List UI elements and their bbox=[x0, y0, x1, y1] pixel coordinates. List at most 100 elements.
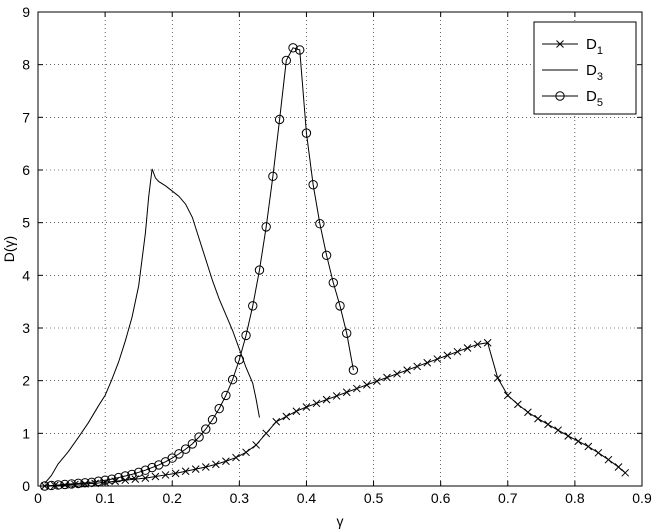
series-d1-point bbox=[574, 437, 583, 446]
series-d5-point bbox=[73, 478, 83, 489]
series-d5-point bbox=[274, 114, 285, 125]
legend: D1 D3 D5 bbox=[533, 21, 637, 115]
series-d1-point bbox=[544, 420, 552, 429]
series-d1-point bbox=[171, 469, 180, 478]
series-d5 bbox=[40, 43, 359, 491]
series-d1-point bbox=[604, 455, 613, 464]
series-d1-point bbox=[423, 358, 432, 367]
y-tick-label: 8 bbox=[22, 57, 30, 73]
series-d1-point bbox=[534, 414, 542, 423]
series-d1-point bbox=[181, 467, 190, 476]
series-d5-point bbox=[147, 462, 157, 473]
series-d5-point bbox=[86, 477, 97, 488]
y-tick-label: 7 bbox=[22, 109, 30, 125]
series-d1-point bbox=[242, 448, 250, 457]
legend-marker bbox=[556, 40, 564, 48]
series-d5-point bbox=[261, 222, 271, 232]
series-d5-point bbox=[66, 479, 77, 489]
series-d5-point bbox=[241, 330, 251, 341]
x-tick-label: 0.3 bbox=[230, 490, 250, 506]
series-d1-point bbox=[322, 395, 331, 404]
series-layer bbox=[40, 43, 630, 491]
series-d5-point bbox=[254, 265, 265, 275]
series-d1-point bbox=[282, 412, 291, 421]
series-d1-point bbox=[564, 432, 573, 440]
series-d5-point bbox=[180, 444, 191, 454]
series-d5-point bbox=[60, 479, 70, 490]
y-tick-label: 5 bbox=[22, 215, 30, 231]
series-d5-point bbox=[248, 301, 258, 311]
series-d5-point bbox=[227, 374, 238, 385]
x-tick-label: 0.5 bbox=[364, 490, 384, 506]
y-tick-label: 1 bbox=[22, 425, 30, 441]
legend-entry-d3: D3 bbox=[542, 62, 603, 83]
series-d5-point bbox=[201, 424, 211, 434]
x-tick-label: 0.1 bbox=[95, 490, 115, 506]
series-d5-point bbox=[234, 354, 245, 365]
series-d1-point bbox=[621, 468, 630, 477]
series-d1-point bbox=[614, 463, 623, 471]
series-d1-point bbox=[262, 429, 271, 438]
series-d1-point bbox=[302, 403, 311, 411]
legend-entry-d1: D1 bbox=[542, 36, 603, 57]
series-d1-point bbox=[272, 417, 281, 426]
series-d5-point bbox=[268, 171, 278, 182]
series-d5-point bbox=[113, 472, 124, 483]
x-tick-label: 0.6 bbox=[431, 490, 451, 506]
series-d5-point bbox=[207, 414, 218, 425]
series-d1-point bbox=[292, 407, 301, 416]
series-d1-point bbox=[332, 392, 341, 400]
series-d5-point bbox=[342, 328, 352, 338]
series-d1-point bbox=[483, 338, 492, 347]
series-d5-point bbox=[348, 365, 359, 375]
series-d5-point bbox=[315, 219, 325, 229]
series-d5-point bbox=[80, 478, 90, 488]
series-d5-point bbox=[288, 43, 298, 53]
series-d1-point bbox=[191, 465, 200, 474]
series-d5-point bbox=[46, 480, 57, 491]
series-d1-point bbox=[71, 480, 79, 489]
series-d1-point bbox=[232, 453, 240, 462]
series-d1-point bbox=[554, 426, 562, 435]
series-d1-point bbox=[493, 374, 502, 382]
series-d5-point bbox=[301, 128, 312, 138]
series-d5-point bbox=[214, 403, 224, 414]
legend-label: D1 bbox=[586, 36, 603, 57]
series-d5-point bbox=[93, 476, 104, 486]
y-tick-label: 4 bbox=[22, 267, 30, 283]
series-d5-point bbox=[221, 390, 231, 401]
series-d3 bbox=[44, 168, 260, 484]
series-d1-point bbox=[524, 408, 532, 417]
series-d5-point bbox=[127, 469, 137, 480]
series-d1-point bbox=[342, 388, 351, 397]
series-d5-point bbox=[133, 467, 144, 478]
x-tick-label: 0 bbox=[34, 490, 42, 506]
series-d1-point bbox=[413, 362, 422, 371]
series-d5-point bbox=[321, 250, 332, 261]
y-tick-label: 3 bbox=[22, 320, 30, 336]
series-d5-point bbox=[120, 471, 130, 481]
legend-entry-d5: D5 bbox=[542, 88, 603, 109]
series-d5-point bbox=[187, 439, 198, 449]
grid bbox=[38, 12, 642, 486]
series-d1-point bbox=[393, 369, 401, 378]
series-d5-point bbox=[140, 465, 151, 475]
series-d1-point bbox=[453, 347, 462, 356]
series-d1-point bbox=[312, 399, 321, 408]
series-d1-point bbox=[373, 377, 381, 386]
y-tick-label: 6 bbox=[22, 162, 30, 178]
series-d1-point bbox=[513, 400, 522, 409]
x-tick-label: 0.7 bbox=[498, 490, 518, 506]
series-d3-line bbox=[44, 168, 260, 484]
series-d1-point bbox=[352, 384, 361, 393]
series-d1-point bbox=[362, 381, 371, 389]
series-d5-point bbox=[335, 301, 345, 311]
series-d5-point bbox=[167, 453, 177, 463]
y-axis-label: D(γ) bbox=[1, 236, 17, 262]
series-d5-point bbox=[53, 480, 63, 490]
series-d1-point bbox=[463, 344, 472, 352]
series-d1 bbox=[40, 338, 630, 490]
legend-box bbox=[533, 21, 637, 115]
series-d5-point bbox=[308, 180, 318, 190]
